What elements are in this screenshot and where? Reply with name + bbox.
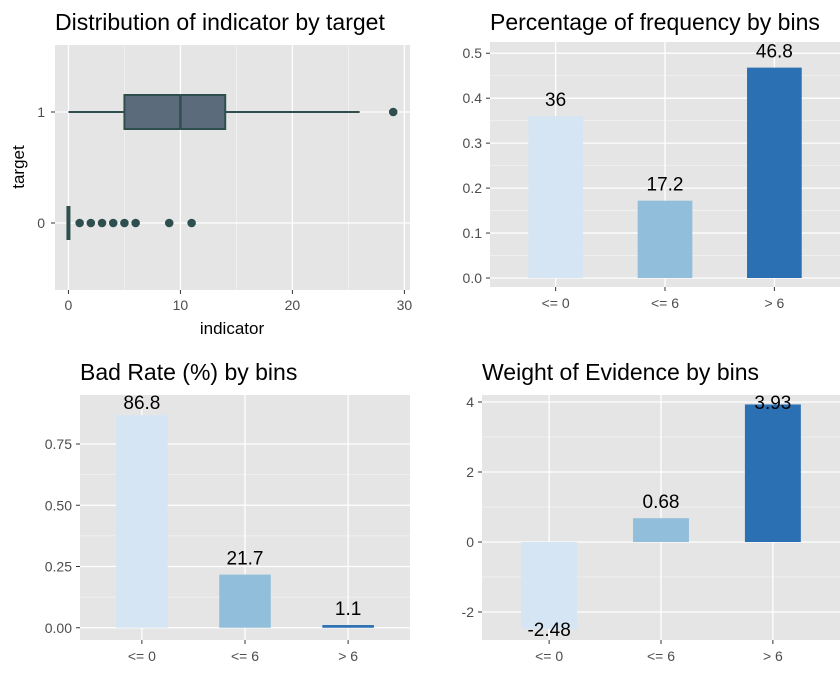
y-tick-label: -2 xyxy=(462,604,475,620)
bar xyxy=(747,67,802,279)
y-tick-label: 0.3 xyxy=(463,135,483,151)
y-tick-label: 0.50 xyxy=(45,497,72,513)
y-tick-label: 0.25 xyxy=(45,559,72,575)
x-tick-label: 30 xyxy=(397,297,413,313)
panel-1-marks xyxy=(66,94,398,240)
y-tick-label: 0 xyxy=(37,215,45,231)
x-tick-label: 20 xyxy=(285,297,301,313)
outlier-point xyxy=(75,218,84,228)
panel-4-title: Weight of Evidence by bins xyxy=(482,359,759,385)
panel-1-ticks: 0 10 20 30 0 1 xyxy=(37,104,412,313)
panel-frequency: 36 17.2 46.8 0.0 0.1 0.2 0.3 0.4 0.5 <= 0 <= 6 > 6… xyxy=(463,9,840,311)
data-label: 0.68 xyxy=(643,492,680,513)
y-tick-label: 4 xyxy=(466,394,474,410)
outlier-point xyxy=(108,218,118,228)
bar xyxy=(322,625,374,628)
data-label: 36 xyxy=(545,90,566,111)
box xyxy=(123,94,227,130)
x-tick-label: <= 0 xyxy=(128,648,156,664)
x-tick-label: > 6 xyxy=(764,295,784,311)
outlier-point xyxy=(187,218,196,228)
panel-1-x-axis-label: indicator xyxy=(200,319,265,338)
panel-1-background xyxy=(55,45,410,290)
data-label: 21.7 xyxy=(227,549,264,570)
data-label: -2.48 xyxy=(527,620,570,641)
panel-bad-rate: 86.821.71.1 0.000.250.500.75<= 0 <= 6 > 6 … xyxy=(45,359,410,664)
bar xyxy=(633,518,689,542)
outlier-point xyxy=(120,218,129,228)
panel-woe: -2.48 0.68 3.93 -2 0 2 4 <= 0 <= 6 > 6 Weight of… xyxy=(462,359,840,664)
x-tick-label: <= 6 xyxy=(647,648,675,664)
y-tick-label: 1 xyxy=(37,104,45,120)
panel-2-title: Percentage of frequency by bins xyxy=(490,9,820,35)
y-tick-label: 0.75 xyxy=(45,436,72,452)
panel-1-y-axis-label: target xyxy=(9,145,28,189)
y-tick-label: 0.2 xyxy=(463,180,483,196)
panel-1-title: Distribution of indicator by target xyxy=(55,9,385,35)
y-tick-label: 0 xyxy=(466,534,474,550)
bar xyxy=(521,542,578,629)
x-tick-label: <= 6 xyxy=(231,648,259,664)
data-label: 3.93 xyxy=(754,393,791,414)
y-tick-label: 0.5 xyxy=(463,45,483,61)
x-tick-label: > 6 xyxy=(763,648,783,664)
panel-2-marks: 36 17.2 46.8 xyxy=(528,42,802,279)
x-tick-label: <= 0 xyxy=(542,295,570,311)
bar xyxy=(528,116,583,279)
y-tick-label: 0.00 xyxy=(45,620,72,636)
panel-3-marks: 86.8 21.7 1.1 xyxy=(116,393,374,628)
y-tick-label: 0.1 xyxy=(463,225,483,241)
outlier-point xyxy=(164,218,174,228)
bar xyxy=(116,415,168,628)
outlier-point xyxy=(388,107,398,117)
outlier-point xyxy=(97,218,107,228)
outlier-point xyxy=(86,218,96,228)
outlier-point xyxy=(131,218,140,228)
x-tick-label: 0 xyxy=(65,297,73,313)
bar xyxy=(637,200,693,279)
data-label: 1.1 xyxy=(335,599,361,620)
data-label: 17.2 xyxy=(647,175,684,196)
x-tick-label: <= 6 xyxy=(651,295,679,311)
y-tick-label: 2 xyxy=(466,464,474,480)
panel-3-title: Bad Rate (%) by bins xyxy=(80,359,297,385)
panel-4-marks: -2.48 0.68 3.93 xyxy=(521,393,801,641)
panel-distribution: 0 10 20 30 0 1 Distribution of indicator by t… xyxy=(9,9,412,338)
x-tick-label: > 6 xyxy=(338,648,358,664)
y-tick-label: 0.0 xyxy=(463,270,483,286)
panel-4-ticks: -2 0 2 4 <= 0 <= 6 > 6 xyxy=(462,394,783,664)
y-tick-label: 0.4 xyxy=(463,90,483,106)
bar xyxy=(219,574,271,628)
panel-2-ticks: 0.0 0.1 0.2 0.3 0.4 0.5 <= 0 <= 6 > 6 xyxy=(463,45,785,311)
bar xyxy=(744,404,801,542)
data-label: 46.8 xyxy=(756,42,793,63)
x-tick-label: 10 xyxy=(173,297,189,313)
x-tick-label: <= 0 xyxy=(535,648,563,664)
data-label: 86.8 xyxy=(123,393,160,414)
panel-3-ticks: 0.00 0.25 0.50 0.75 <= 0 <= 6 > 6 xyxy=(45,436,359,664)
